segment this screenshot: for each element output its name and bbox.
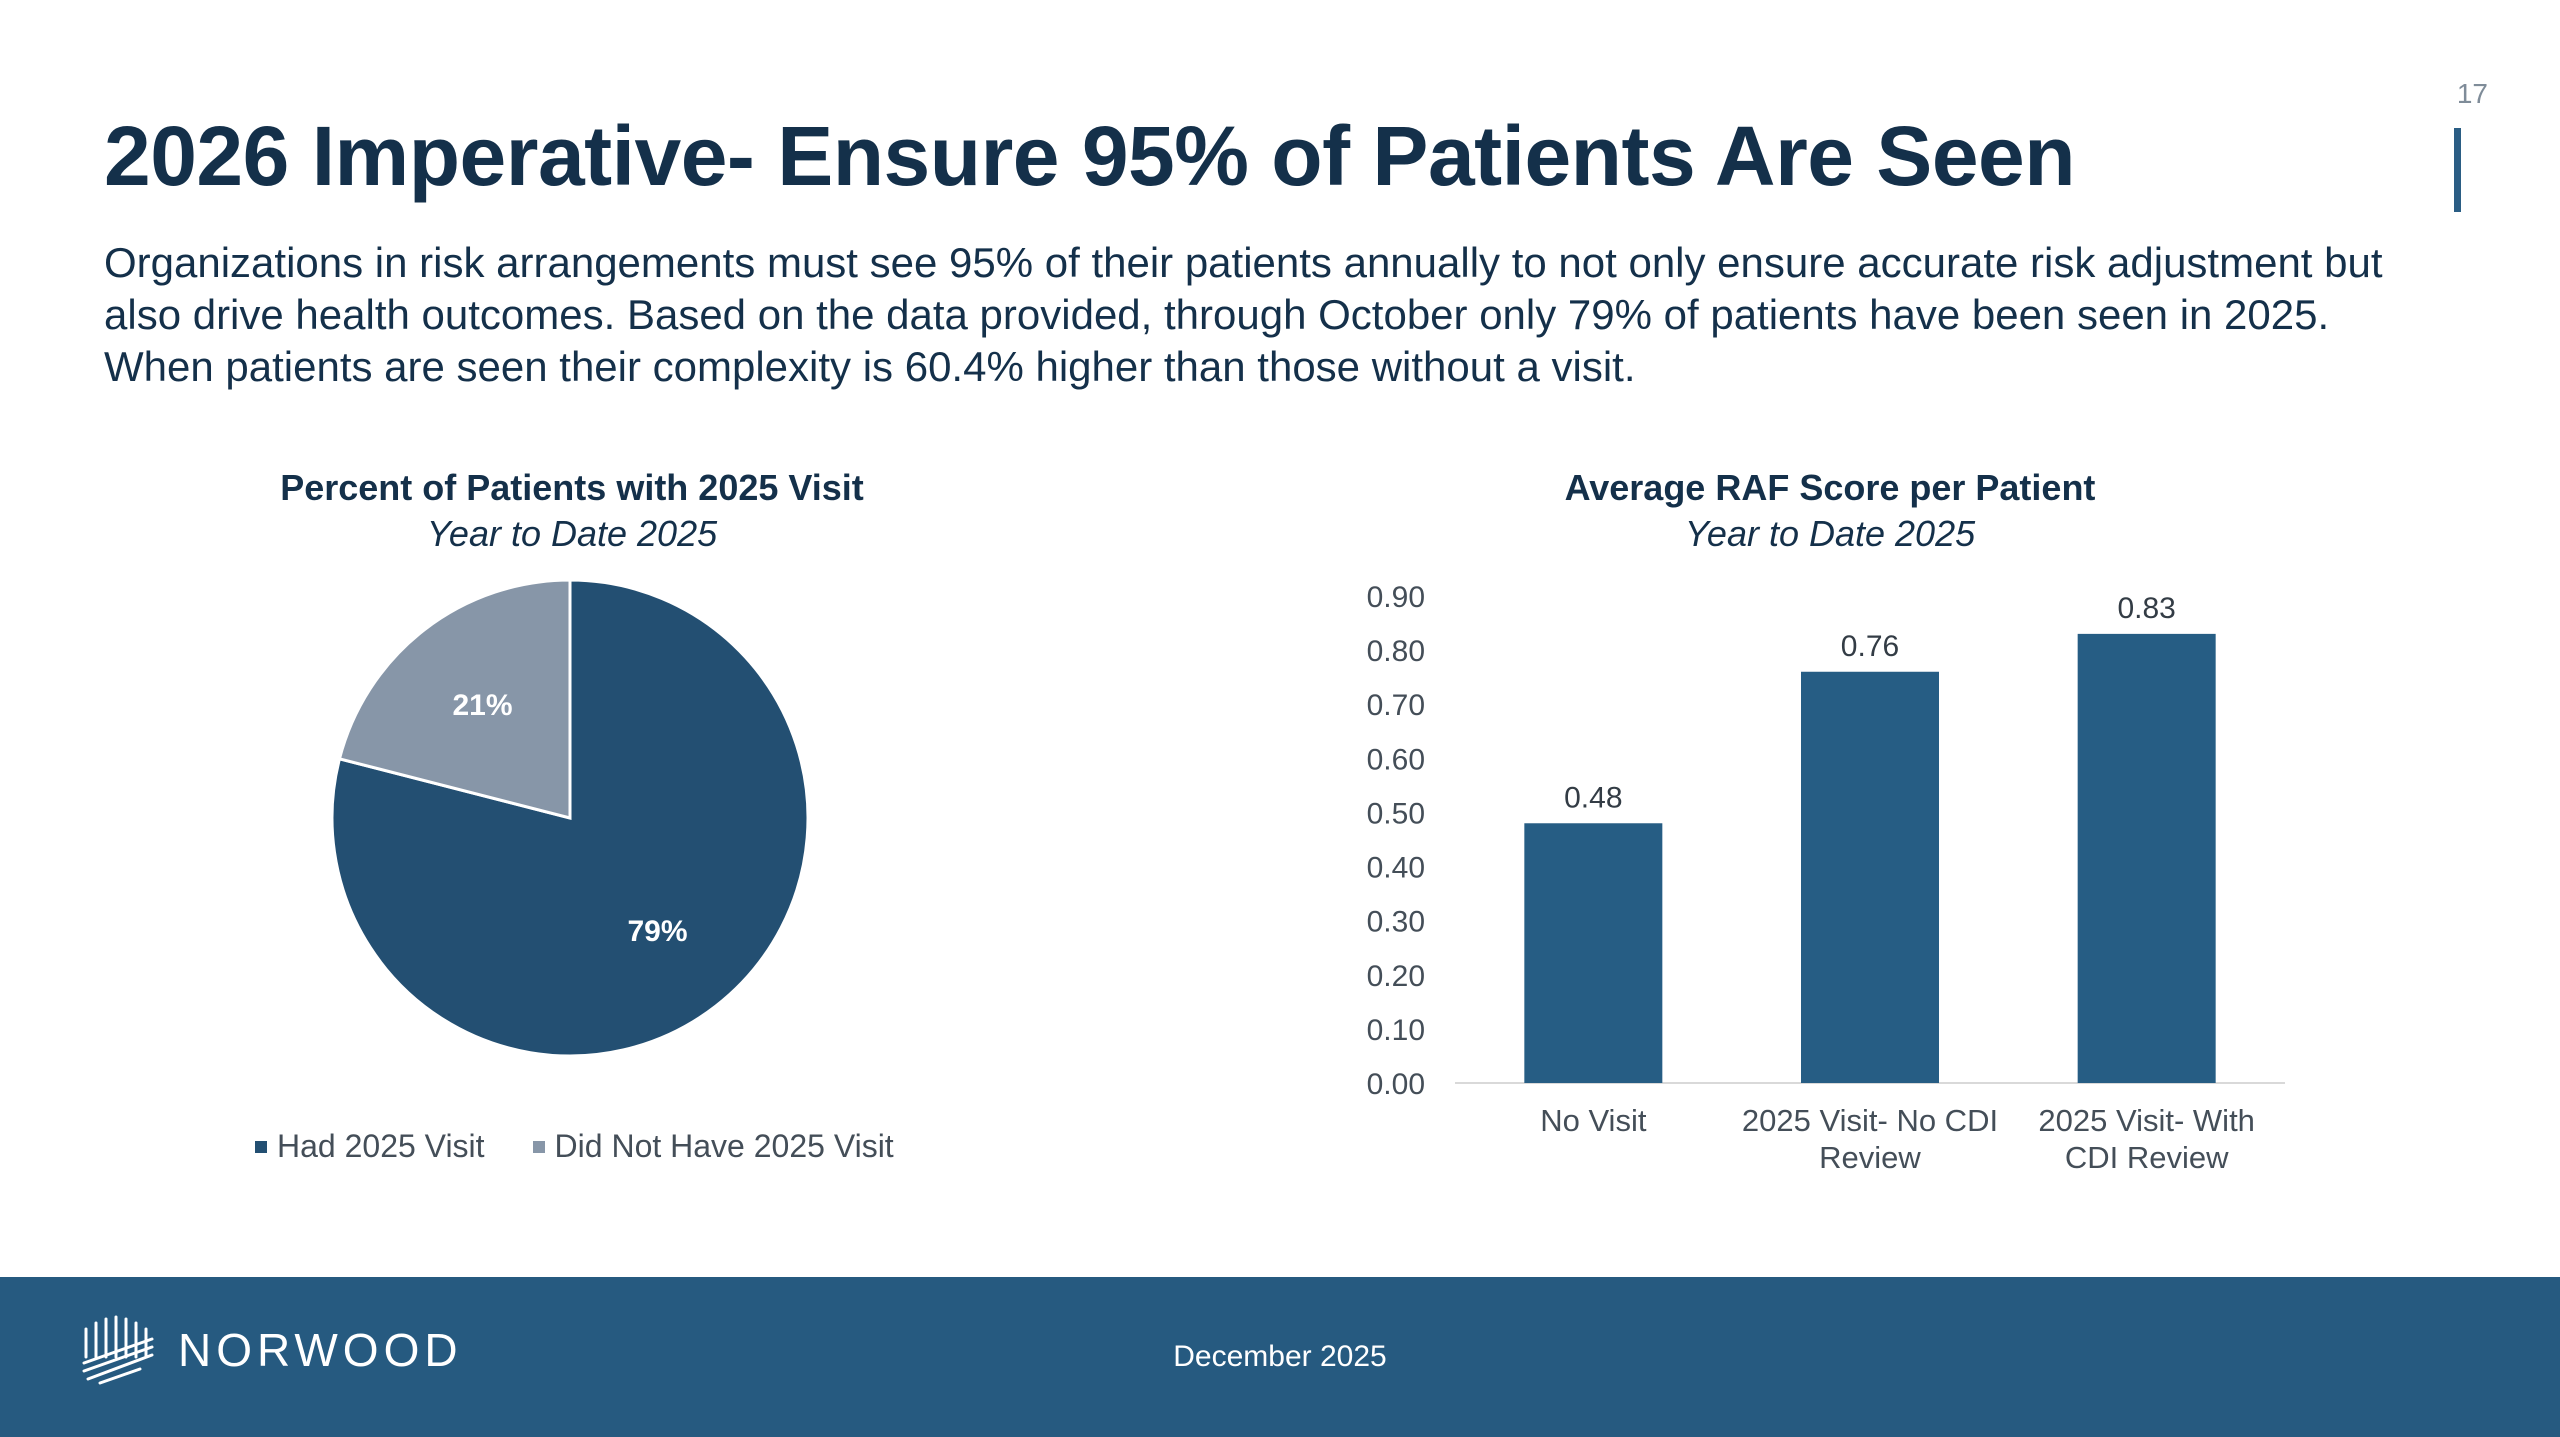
accent-bar: [2454, 128, 2461, 212]
slide-title: 2026 Imperative- Ensure 95% of Patients …: [104, 109, 2076, 203]
pie-legend: Had 2025 Visit Did Not Have 2025 Visit: [255, 1128, 894, 1165]
y-tick-label: 0.20: [1367, 960, 1425, 993]
pie-slice-no-visit: [337, 578, 572, 820]
x-category-label: 2025 Visit- No CDI: [1742, 1103, 1998, 1138]
y-tick-label: 0.80: [1367, 635, 1425, 668]
bar-value-label: 0.48: [1564, 781, 1622, 814]
x-category-label: Review: [1819, 1140, 1921, 1175]
y-tick-label: 0.50: [1367, 797, 1425, 830]
intro-paragraph: Organizations in risk arrangements must …: [104, 239, 2383, 390]
pie-chart-subtitle: Year to Date 2025: [426, 513, 718, 554]
legend-swatch-had-visit: [255, 1140, 267, 1153]
footer-date: December 2025: [1173, 1340, 1387, 1373]
legend-label-no-visit: Did Not Have 2025 Visit: [554, 1128, 894, 1164]
legend-label-had-visit: Had 2025 Visit: [277, 1128, 485, 1164]
footer-band: [0, 1277, 2560, 1437]
bar-2: [1801, 671, 1939, 1083]
pie-label-no-visit: 21%: [452, 689, 512, 722]
pie-chart: 79% 21%: [330, 578, 810, 1058]
norwood-logo-icon: [82, 1315, 154, 1385]
page-number: 17: [2456, 78, 2488, 109]
y-tick-label: 0.30: [1367, 906, 1425, 939]
x-category-label: CDI Review: [2065, 1140, 2229, 1175]
legend-item-had-visit: Had 2025 Visit: [255, 1128, 485, 1165]
y-tick-label: 0.00: [1367, 1068, 1425, 1101]
pie-chart-title: Percent of Patients with 2025 Visit: [280, 467, 864, 508]
bar-value-label: 0.76: [1841, 630, 1899, 663]
bar-chart-title: Average RAF Score per Patient: [1564, 467, 2096, 508]
y-tick-label: 0.90: [1367, 581, 1425, 614]
x-category-label: 2025 Visit- With: [2038, 1103, 2255, 1138]
norwood-wordmark: NORWOOD: [178, 1324, 463, 1376]
y-tick-label: 0.10: [1367, 1014, 1425, 1047]
bar-value-label: 0.83: [2117, 592, 2175, 625]
legend-swatch-no-visit: [532, 1140, 545, 1153]
y-tick-label: 0.60: [1367, 743, 1425, 776]
bar-chart: 0.00 0.10 0.20 0.30 0.40 0.50 0.60 0.70 0.80 0.90…: [1367, 581, 2285, 1175]
y-tick-label: 0.40: [1367, 852, 1425, 885]
bar-chart-subtitle: Year to Date 2025: [1684, 513, 1976, 554]
norwood-logo: NORWOOD: [80, 1315, 463, 1385]
x-category-label: No Visit: [1540, 1103, 1647, 1138]
y-tick-label: 0.70: [1367, 689, 1425, 722]
legend-item-no-visit: Did Not Have 2025 Visit: [532, 1128, 894, 1165]
bar-3: [2077, 633, 2216, 1083]
pie-label-had-visit: 79%: [627, 915, 687, 948]
bar-1: [1524, 823, 1663, 1083]
